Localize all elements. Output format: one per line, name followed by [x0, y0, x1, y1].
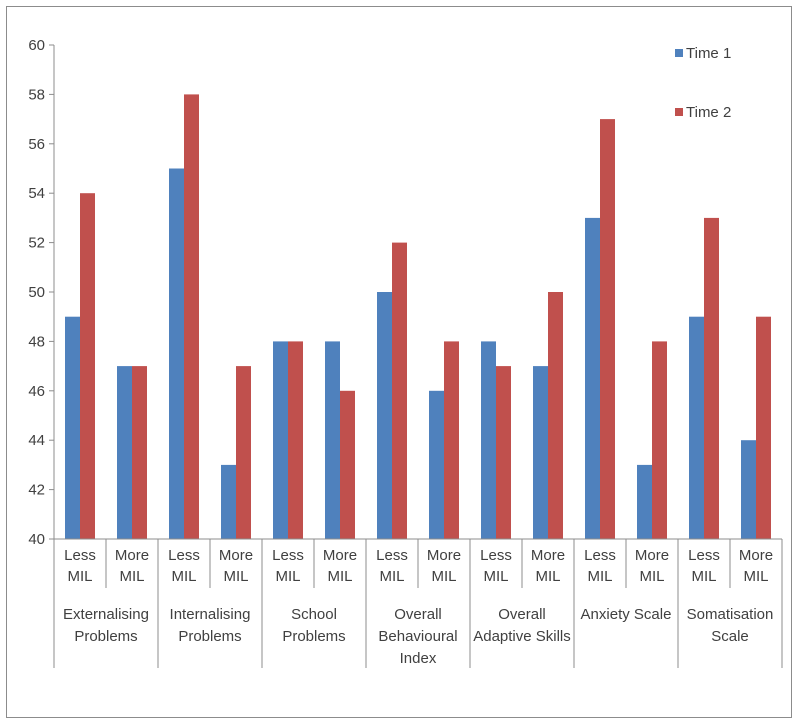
bar-time-1: [273, 341, 288, 539]
bar-time-1: [377, 292, 392, 539]
bar-time-2: [704, 217, 719, 539]
bar-time-2: [392, 242, 407, 539]
category-label: MIL: [691, 568, 716, 585]
bar-time-2: [288, 341, 303, 539]
group-label: Anxiety Scale: [581, 606, 672, 623]
group-label: Problems: [74, 628, 137, 645]
category-label: More: [427, 547, 461, 564]
group-label: School: [291, 606, 337, 623]
y-tick-label: 44: [28, 432, 45, 449]
bar-time-1: [65, 316, 80, 539]
group-label: Internalising: [170, 606, 251, 623]
category-label: MIL: [327, 568, 352, 585]
group-label: Somatisation: [687, 606, 774, 623]
category-label: Less: [480, 547, 512, 564]
group-label: Overall: [498, 606, 546, 623]
legend-swatch: [675, 49, 683, 57]
bar-time-2: [236, 366, 251, 539]
group-label: Overall: [394, 606, 442, 623]
category-label: MIL: [119, 568, 144, 585]
category-label: Less: [168, 547, 200, 564]
bar-time-2: [548, 292, 563, 539]
category-label: MIL: [639, 568, 664, 585]
y-tick-label: 48: [28, 333, 45, 350]
bar-time-1: [117, 366, 132, 539]
bar-time-1: [481, 341, 496, 539]
legend-swatch: [675, 108, 683, 116]
legend-label: Time 2: [686, 104, 731, 121]
bar-time-2: [652, 341, 667, 539]
category-label: Less: [272, 547, 304, 564]
bar-time-1: [221, 464, 236, 539]
bar-time-2: [132, 366, 147, 539]
category-label: More: [531, 547, 565, 564]
bar-time-2: [184, 94, 199, 540]
bar-time-1: [637, 464, 652, 539]
category-label: Less: [64, 547, 96, 564]
group-label: Adaptive Skills: [473, 628, 571, 645]
y-tick-label: 40: [28, 531, 45, 548]
group-label: Behavioural: [378, 628, 457, 645]
group-label: Problems: [178, 628, 241, 645]
bar-time-1: [533, 366, 548, 539]
bar-time-1: [689, 316, 704, 539]
bar-time-2: [444, 341, 459, 539]
group-label: Index: [400, 650, 437, 667]
y-tick-label: 60: [28, 37, 45, 54]
bar-time-2: [600, 119, 615, 539]
y-tick-label: 52: [28, 235, 45, 252]
category-label: Less: [688, 547, 720, 564]
y-tick-label: 56: [28, 136, 45, 153]
y-tick-label: 50: [28, 284, 45, 301]
bar-time-2: [756, 316, 771, 539]
category-label: MIL: [483, 568, 508, 585]
bar-time-2: [340, 390, 355, 539]
category-label: More: [115, 547, 149, 564]
category-label: MIL: [67, 568, 92, 585]
bar-chart: 40 42 44 46 48 50 52 54 56 58 60 Less MIL More MIL Less…: [28, 37, 783, 668]
y-tick-label: 46: [28, 383, 45, 400]
category-label: Less: [376, 547, 408, 564]
bar-time-1: [169, 168, 184, 539]
category-label: MIL: [275, 568, 300, 585]
category-label: MIL: [171, 568, 196, 585]
category-label: More: [739, 547, 773, 564]
category-label: MIL: [223, 568, 248, 585]
bar-time-1: [325, 341, 340, 539]
category-label: More: [635, 547, 669, 564]
y-tick-label: 58: [28, 86, 45, 103]
category-label: MIL: [431, 568, 456, 585]
category-label: More: [219, 547, 253, 564]
bar-time-2: [80, 193, 95, 539]
y-tick-label: 42: [28, 482, 45, 499]
category-label: MIL: [379, 568, 404, 585]
y-tick-label: 54: [28, 185, 45, 202]
bar-time-1: [429, 390, 444, 539]
bar-time-1: [585, 217, 600, 539]
group-label: Problems: [282, 628, 345, 645]
category-label: MIL: [743, 568, 768, 585]
category-label: Less: [584, 547, 616, 564]
group-label: Scale: [711, 628, 749, 645]
category-label: MIL: [587, 568, 612, 585]
bar-time-1: [741, 440, 756, 539]
category-label: MIL: [535, 568, 560, 585]
category-label: More: [323, 547, 357, 564]
bar-time-2: [496, 366, 511, 539]
legend-label: Time 1: [686, 45, 731, 62]
group-label: Externalising: [63, 606, 149, 623]
chart-frame: 40 42 44 46 48 50 52 54 56 58 60 Less MIL More MIL Less…: [6, 6, 792, 718]
